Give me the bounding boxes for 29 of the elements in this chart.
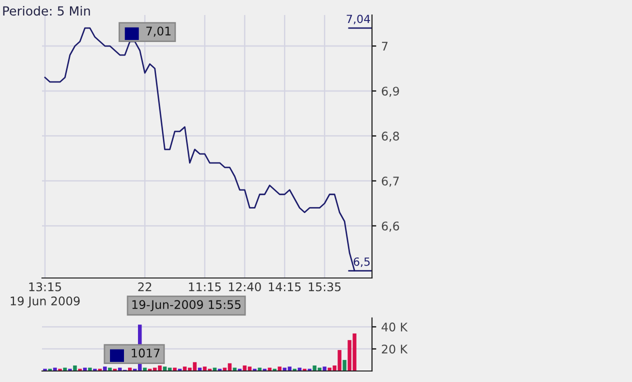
- x-tick-label: 22: [138, 282, 152, 292]
- text: 19-Jun-2009 15:55: [132, 300, 241, 312]
- bar: [322, 366, 326, 371]
- x-tick-label: 12:40: [228, 282, 261, 292]
- annotation: 1017: [132, 348, 160, 358]
- y-tick-label: 6,8: [382, 132, 399, 142]
- y-tick-label: 20 K: [382, 344, 408, 354]
- chart-title: Periode: 5 Min: [3, 6, 90, 16]
- x-tick-label: 11:15: [189, 282, 221, 292]
- y-tick-label: 6,6: [382, 222, 400, 232]
- bar: [53, 368, 57, 371]
- y-tick-label: 6,7: [382, 176, 399, 187]
- y-tick-label: 40 K: [382, 322, 408, 332]
- ref-line-label: 6,5: [354, 257, 370, 268]
- bar: [73, 365, 77, 371]
- x-tick-label: 14:15: [268, 282, 301, 292]
- y-tick-label: 7: [382, 42, 388, 51]
- bar: [342, 360, 346, 371]
- x-tick-label: 15:35: [308, 282, 341, 292]
- bar: [103, 366, 107, 371]
- bar: [108, 368, 112, 371]
- y-tick-label: 6,9: [382, 86, 399, 97]
- annotation: 7,01: [146, 26, 171, 37]
- bar: [63, 368, 67, 371]
- x-tick-label: 13:15 19 Jun 2009: [10, 282, 80, 308]
- bar: [83, 368, 87, 371]
- bar: [298, 368, 302, 371]
- ref-line-label: 7,04: [346, 14, 370, 24]
- bar: [88, 368, 92, 371]
